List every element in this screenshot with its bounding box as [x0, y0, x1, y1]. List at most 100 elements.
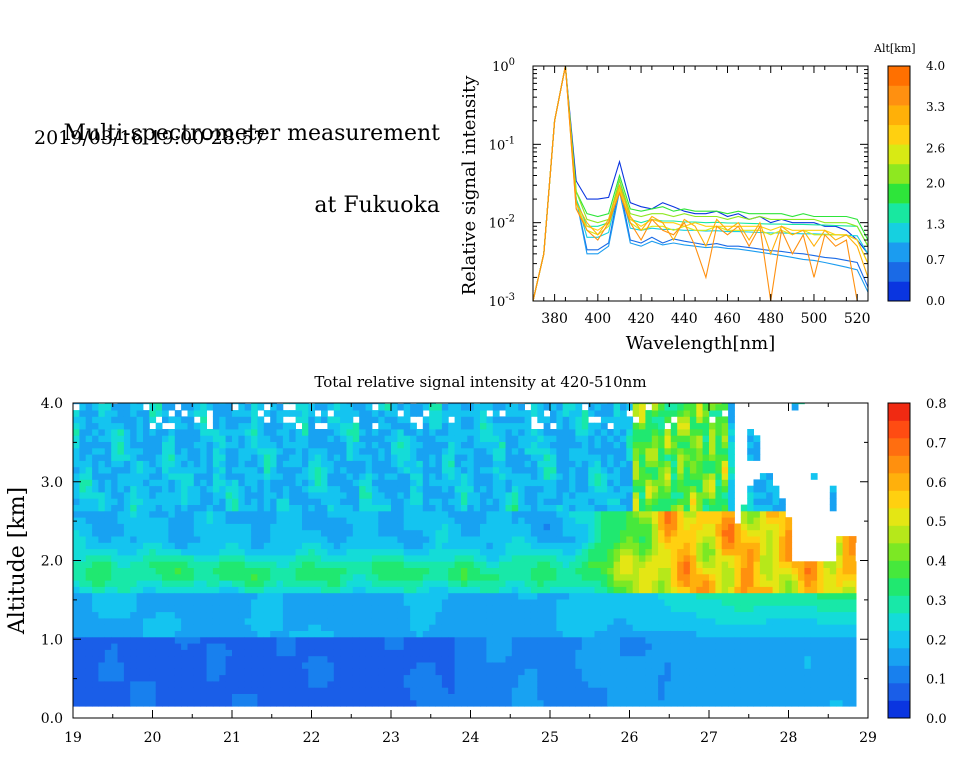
heatmap-cell: [314, 510, 322, 518]
heatmap-cell: [645, 403, 653, 405]
heatmap-cell: [200, 618, 207, 625]
heatmap-cell: [181, 599, 188, 606]
heatmap-cell: [321, 573, 328, 581]
heatmap-cell: [505, 441, 513, 449]
heatmap-cell: [251, 636, 258, 644]
heatmap-cell: [251, 429, 258, 436]
heatmap-cell: [333, 504, 341, 512]
heatmap-cell: [225, 435, 233, 442]
heatmap-cell: [282, 592, 290, 600]
heatmap-cell: [85, 466, 93, 474]
heatmap-cell: [639, 649, 646, 657]
heatmap-cell: [410, 624, 417, 631]
heatmap-cell: [270, 460, 277, 468]
heatmap-cell: [308, 548, 316, 556]
heatmap-cell: [486, 655, 494, 663]
heatmap-cell: [174, 681, 182, 688]
heatmap-cell: [162, 429, 169, 436]
heatmap-cell: [155, 498, 163, 505]
heatmap-cell: [378, 536, 386, 543]
heatmap-cell: [85, 592, 93, 600]
heatmap-cell: [193, 649, 201, 657]
heatmap-cell: [613, 485, 621, 493]
heatmap-cell: [162, 662, 169, 669]
heatmap-cell: [454, 416, 462, 424]
heatmap-cell: [85, 416, 93, 424]
heatmap-cell: [155, 592, 163, 600]
heatmap-cell: [702, 699, 710, 707]
heatmap-cell: [683, 435, 691, 442]
heatmap-cell: [155, 479, 163, 487]
heatmap-cell: [645, 643, 653, 650]
heatmap-cell: [174, 529, 182, 537]
heatmap-cell: [73, 687, 80, 694]
heatmap-cell: [111, 693, 118, 701]
heatmap-cell: [499, 548, 506, 556]
heatmap-cell: [670, 454, 678, 461]
heatmap-cell: [371, 630, 379, 638]
heatmap-cell: [499, 523, 506, 531]
heatmap-cell: [689, 624, 697, 631]
heatmap-cell: [384, 681, 392, 688]
heatmap-cell: [225, 492, 233, 499]
heatmap-cell: [282, 492, 290, 499]
heatmap-cell: [562, 586, 570, 594]
heatmap-cell: [569, 492, 576, 499]
heatmap-cell: [467, 498, 475, 505]
heatmap-cell: [575, 536, 583, 543]
heatmap-cell: [327, 573, 335, 581]
heatmap-cell: [219, 687, 227, 694]
heatmap-cell: [79, 473, 87, 480]
heatmap-cell: [308, 699, 316, 707]
heatmap-cell: [645, 422, 653, 430]
heatmap-cell: [626, 580, 634, 587]
heatmap-cell: [594, 567, 602, 575]
heatmap-cell: [111, 460, 118, 468]
heatmap-cell: [696, 454, 704, 461]
heatmap-cell: [543, 479, 551, 487]
heatmap-cell: [511, 403, 519, 411]
heatmap-cell: [537, 599, 545, 606]
heatmap-cell: [219, 662, 227, 669]
heatmap-cell: [696, 542, 704, 550]
heatmap-cell: [327, 592, 335, 600]
heatmap-cell: [403, 422, 411, 430]
heatmap-cell: [365, 435, 373, 442]
heatmap-cell: [104, 510, 112, 518]
heatmap-cell: [670, 586, 678, 594]
heatmap-cell: [193, 643, 201, 650]
heatmap-cell: [251, 681, 258, 688]
heatmap-cell: [511, 662, 519, 669]
heatmap-cell: [435, 416, 443, 424]
heatmap-cell: [556, 454, 564, 461]
heatmap-cell: [346, 674, 354, 682]
heatmap-cell: [632, 668, 640, 676]
heatmap-cell: [486, 605, 494, 613]
heatmap-cell: [441, 624, 449, 631]
heatmap-cell: [212, 485, 220, 493]
heatmap-cell: [435, 523, 443, 531]
heatmap-cell: [333, 618, 341, 625]
heatmap-cell: [397, 460, 405, 468]
heatmap-cell: [588, 429, 595, 436]
heatmap-cell: [620, 681, 627, 688]
heatmap-cell: [371, 662, 379, 669]
heatmap-cell: [588, 447, 595, 455]
heatmap-cell: [327, 599, 335, 606]
heatmap-cell: [505, 504, 513, 512]
heatmap-cell: [155, 649, 163, 657]
heatmap-cell: [200, 492, 207, 499]
heatmap-cell: [308, 605, 316, 613]
heatmap-cell: [461, 460, 468, 468]
heatmap-cell: [416, 504, 424, 512]
heatmap-cell: [600, 674, 608, 682]
heatmap-cell: [295, 479, 303, 487]
heatmap-cell: [397, 699, 405, 707]
heatmap-cell: [327, 422, 335, 430]
heatmap-cell: [397, 447, 405, 455]
heatmap-cell: [263, 441, 271, 449]
heatmap-cell: [282, 605, 290, 613]
heatmap-cell: [295, 498, 303, 505]
heatmap-cell: [79, 580, 87, 587]
heatmap-cell: [155, 542, 163, 550]
